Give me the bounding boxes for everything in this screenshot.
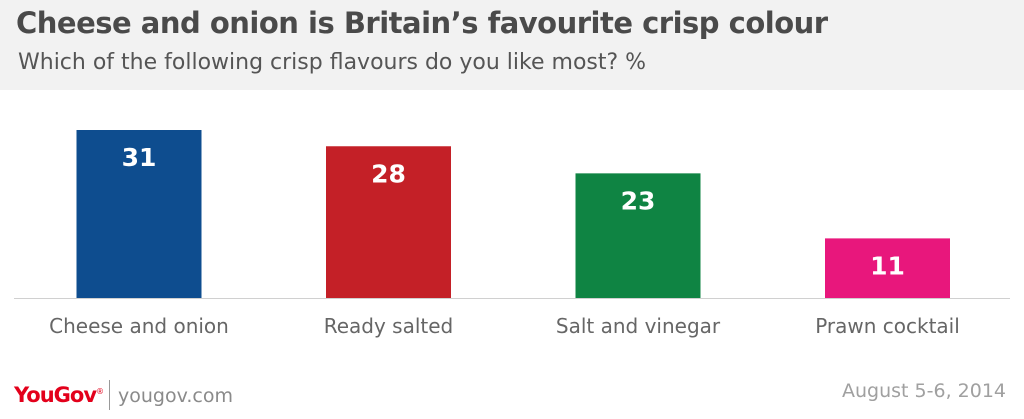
chart-subtitle: Which of the following crisp flavours do… [18,50,647,75]
bar-cheese-and-onion [76,130,202,298]
registered-mark: ® [96,387,105,396]
footer-divider [109,380,110,410]
bar-prawn-cocktail [825,238,950,298]
data-label: 23 [621,186,656,215]
category-label: Salt and vinegar [556,314,721,338]
bar-chart: 31 Cheese and onion 28 Ready salted 23 Salt a… [14,130,1010,338]
data-label: 11 [870,251,905,280]
category-label: Ready salted [324,314,454,338]
yougov-logo-text: YouGov [14,383,97,407]
category-label: Prawn cocktail [815,314,960,338]
bar-ready-salted [326,146,451,298]
footer-url: yougov.com [118,385,233,407]
yougov-logo: YouGov® [14,383,104,407]
bar-salt-and-vinegar [575,173,701,298]
chart-title: Cheese and onion is Britain’s favourite … [16,6,828,40]
chart-header: Cheese and onion is Britain’s favourite … [0,0,1024,90]
category-label: Cheese and onion [49,314,229,338]
data-label: 31 [122,143,157,172]
data-label: 28 [371,159,406,188]
survey-date: August 5-6, 2014 [842,380,1006,402]
